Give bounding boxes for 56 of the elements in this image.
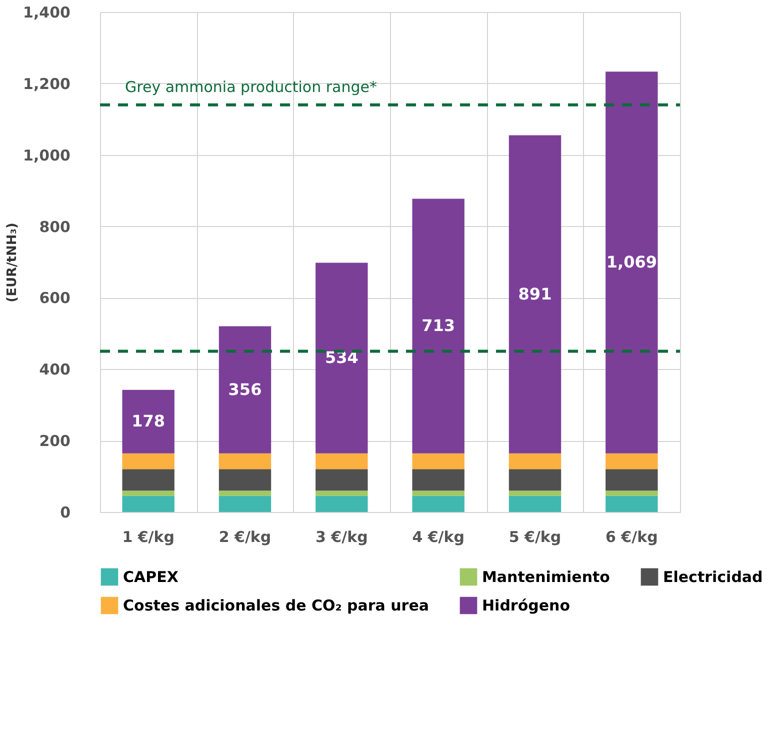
x-tick-label: 2 €/kg [218, 528, 272, 546]
bar [508, 453, 562, 470]
bar [412, 490, 464, 496]
bar [412, 198, 464, 454]
bar [606, 72, 658, 454]
x-tick-label: 4 €/kg [412, 528, 464, 546]
bar [122, 496, 174, 512]
data-label: 1,069 [606, 252, 657, 272]
bar [218, 490, 272, 496]
bar [508, 490, 562, 496]
y-tick-label: 400 [39, 360, 70, 379]
y-tick-label: 0 [60, 504, 70, 522]
bar [316, 490, 368, 496]
ref-line-label: Grey ammonia production range* [125, 78, 378, 96]
y-tick-label: 1,000 [23, 146, 70, 164]
bar [412, 469, 464, 491]
bar [606, 453, 658, 470]
bar [122, 469, 174, 491]
bar [606, 490, 658, 496]
x-tick-label: 6 €/kg [606, 528, 658, 546]
legend-label: Electricidad [663, 568, 763, 586]
x-tick-label: 5 €/kg [508, 528, 562, 546]
legend-label: Mantenimiento [482, 568, 610, 586]
data-label: 891 [518, 284, 552, 304]
bar [606, 469, 658, 491]
y-tick-label: 200 [39, 432, 70, 450]
x-tick-label: 1 €/kg [122, 528, 174, 546]
bar [316, 469, 368, 491]
bar [508, 496, 562, 512]
bar [316, 262, 368, 454]
bar [218, 496, 272, 512]
legend-label: Costes adicionales de CO₂ para urea [123, 596, 429, 614]
y-tick-label: 1,200 [23, 74, 70, 93]
bar [316, 453, 368, 470]
data-label: 178 [132, 412, 166, 431]
y-axis-title: (EUR/tNH₃) [5, 222, 20, 302]
y-tick-label: 600 [39, 289, 70, 308]
bar [412, 496, 464, 512]
y-tick-label: 1,400 [23, 4, 70, 22]
y-tick-label: 800 [39, 218, 70, 236]
bar [122, 453, 174, 470]
bar [218, 469, 272, 491]
bar [122, 390, 174, 454]
bar [122, 490, 174, 496]
bar [218, 453, 272, 470]
bar [508, 469, 562, 491]
x-tick-label: 3 €/kg [316, 528, 368, 546]
data-label: 713 [422, 316, 456, 336]
data-label: 356 [228, 380, 262, 399]
bar [412, 453, 464, 470]
bar [606, 496, 658, 512]
legend-label: CAPEX [123, 568, 179, 586]
bar [218, 326, 272, 454]
bar [508, 135, 562, 454]
legend-label: Hidrógeno [482, 596, 570, 614]
bar [316, 496, 368, 512]
